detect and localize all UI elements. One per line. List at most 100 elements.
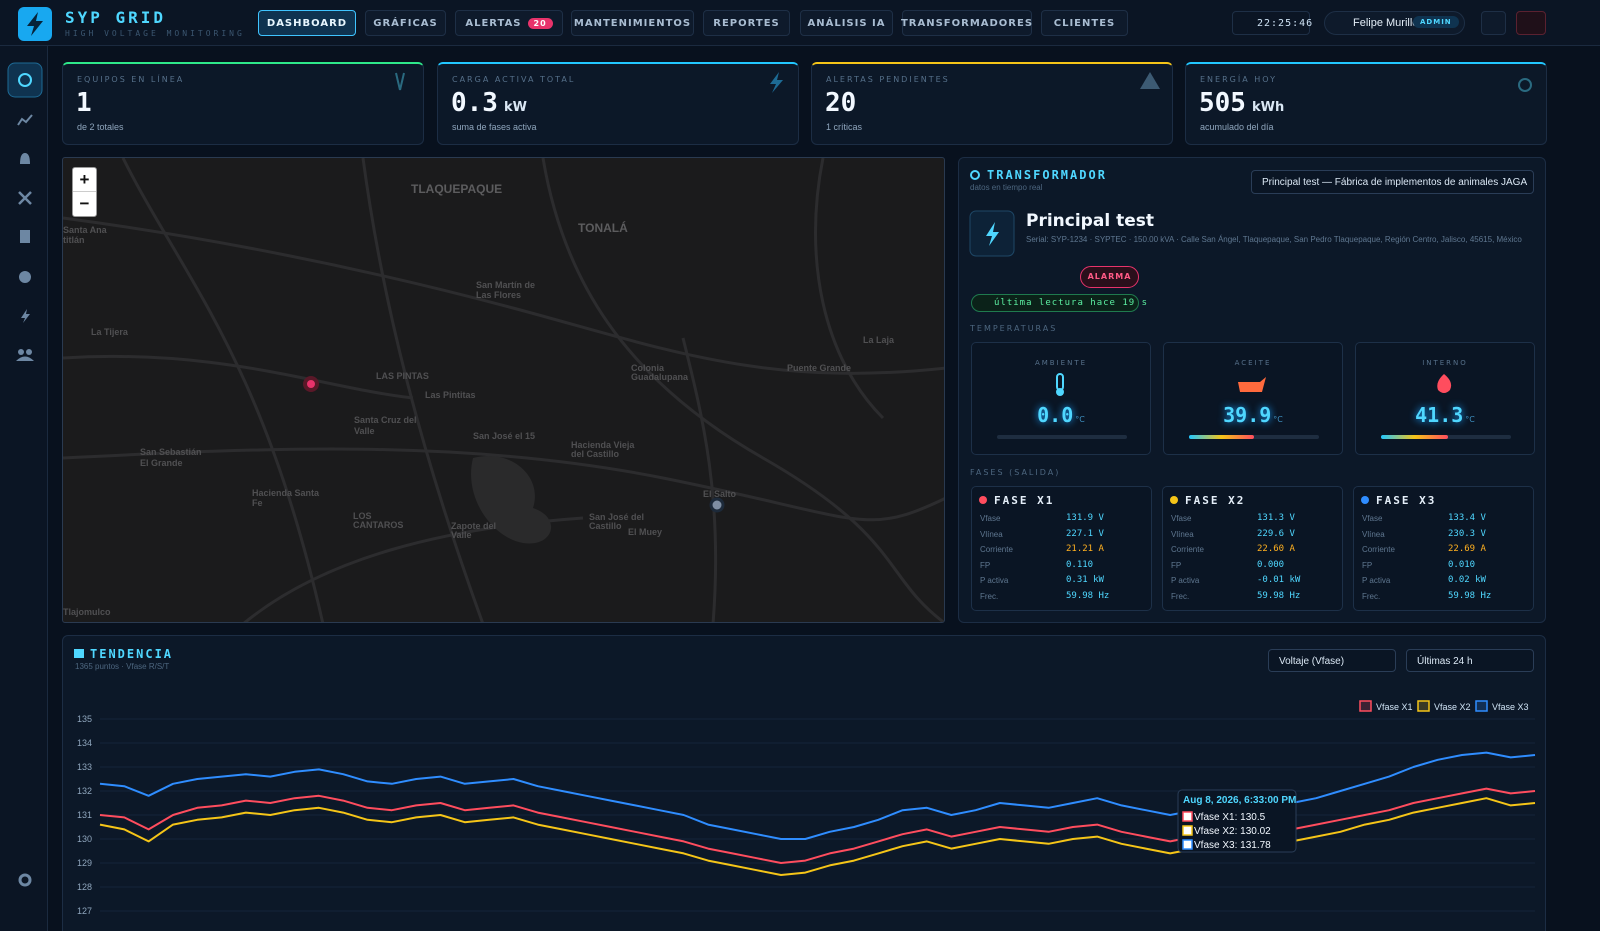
map-label: LAS PINTAS bbox=[376, 371, 429, 381]
phase-row-value: 131.9 V bbox=[1066, 513, 1104, 523]
y-tick-label: 129 bbox=[77, 858, 92, 868]
y-tick-label: 135 bbox=[77, 714, 92, 724]
tooltip-swatch bbox=[1182, 825, 1193, 836]
map-road bbox=[541, 158, 944, 622]
phase-row-value: 0.02 kW bbox=[1448, 575, 1486, 585]
phase-row-value: 227.1 V bbox=[1066, 528, 1104, 539]
phase-row-label: Corriente bbox=[1171, 545, 1204, 554]
map-label: San Martín de bbox=[476, 280, 535, 290]
kpi-card: ENERGÍA HOY 505 kWh acumulado del día bbox=[1185, 62, 1547, 145]
phase-card: FASE X1 Vfase 131.9 V Vlínea 227.1 V Corrient… bbox=[971, 486, 1152, 611]
nav-button[interactable]: REPORTES bbox=[703, 10, 790, 36]
zoom-out-button[interactable]: − bbox=[79, 194, 90, 213]
kpi-sub: suma de fases activa bbox=[452, 122, 537, 132]
temperature-label: INTERNO bbox=[1422, 359, 1468, 367]
transformer-panel: TRANSFORMADOR datos en tiempo real Princip… bbox=[958, 157, 1546, 623]
user-name: Felipe Murillo bbox=[1353, 17, 1419, 29]
last-reading: última lectura hace 19 s bbox=[971, 294, 1147, 312]
temperature-fill bbox=[1381, 435, 1449, 439]
temperature-unit: °C bbox=[1075, 415, 1085, 424]
map-label: LOS bbox=[353, 511, 372, 521]
map-label: TONALÁ bbox=[578, 220, 628, 235]
legend-label: Vfase X1 bbox=[1376, 702, 1413, 712]
phase-row-value: 0.000 bbox=[1257, 559, 1285, 570]
temperature-value: 41.3 bbox=[1415, 403, 1464, 427]
phase-card: FASE X2 Vfase 131.3 V Vlínea 229.6 V Corrient… bbox=[1162, 486, 1343, 611]
phase-row-label: P activa bbox=[1362, 576, 1391, 585]
temperature-track bbox=[1189, 435, 1319, 439]
map-label: La Laja bbox=[863, 335, 895, 345]
phase-row-value: 0.110 bbox=[1066, 559, 1094, 570]
map-label: Castillo bbox=[589, 521, 622, 531]
map-label: CANTAROS bbox=[353, 520, 403, 530]
phase-name: FASE X1 bbox=[994, 494, 1055, 507]
phase-row-label: FP bbox=[1362, 560, 1373, 570]
nav-button[interactable]: ANÁLISIS IA bbox=[800, 10, 893, 36]
map-label: Zapote del bbox=[451, 521, 496, 531]
phase-row-label: Vfase bbox=[1362, 514, 1383, 523]
trend-panel: TENDENCIA 1365 puntos · Vfase R/S/T Voltaj… bbox=[62, 635, 1546, 931]
y-tick-label: 134 bbox=[77, 738, 92, 748]
phase-name: FASE X3 bbox=[1376, 494, 1437, 507]
temperature-card: INTERNO 41.3 °C bbox=[1355, 342, 1535, 455]
map-label: San Sebastián bbox=[140, 447, 202, 457]
map-label: titlán bbox=[63, 235, 85, 245]
nav-button[interactable]: TRANSFORMADORES bbox=[901, 10, 1032, 36]
map-label: del Castillo bbox=[571, 449, 620, 459]
kpi-value-row: 0.3 kW bbox=[451, 88, 527, 118]
phase-row-value: -0.01 kW bbox=[1257, 575, 1301, 585]
nav-label: CLIENTES bbox=[1053, 17, 1116, 29]
temperature-label: ACEITE bbox=[1234, 359, 1272, 367]
kpi-card: ALERTAS PENDIENTES 20 1 críticas bbox=[811, 62, 1173, 145]
app-title: SYP GRID bbox=[65, 8, 167, 27]
nav-button[interactable]: MANTENIMIENTOS bbox=[571, 10, 694, 36]
phase-row-label: Vfase bbox=[980, 514, 1001, 523]
phase-row-label: Frec. bbox=[1171, 591, 1190, 601]
legend-swatch bbox=[1417, 700, 1430, 712]
kpi-label: ALERTAS PENDIENTES bbox=[826, 75, 950, 84]
map-label: Las Pintitas bbox=[425, 390, 476, 400]
panel-title: TRANSFORMADOR bbox=[987, 168, 1107, 182]
zoom-control: + − bbox=[72, 167, 97, 217]
user-box[interactable]: Felipe Murillo ADMIN bbox=[1324, 11, 1465, 35]
map-label: El Muey bbox=[628, 527, 662, 537]
kpi-sub: de 2 totales bbox=[77, 122, 124, 132]
map-label: Santa Ana bbox=[63, 225, 108, 235]
nav-badge: 20 bbox=[527, 17, 553, 29]
legend-swatch bbox=[1475, 700, 1488, 712]
phase-name: FASE X2 bbox=[1185, 494, 1246, 507]
phase-row-label: Corriente bbox=[1362, 545, 1395, 554]
phase-row-label: FP bbox=[1171, 560, 1182, 570]
phase-row-value: 59.98 Hz bbox=[1257, 590, 1301, 601]
nav-button[interactable]: CLIENTES bbox=[1041, 10, 1128, 36]
phase-row-value: 230.3 V bbox=[1448, 528, 1486, 539]
map-road bbox=[63, 354, 414, 400]
map-label: El Grande bbox=[140, 458, 183, 468]
range-select[interactable]: Últimas 24 h bbox=[1406, 649, 1534, 672]
phase-row-value: 0.010 bbox=[1448, 559, 1476, 570]
key-button[interactable] bbox=[1481, 11, 1506, 35]
nav-button[interactable]: ALERTAS 20 bbox=[455, 10, 563, 36]
kpi-value: 0.3 bbox=[451, 88, 498, 118]
map-road bbox=[681, 337, 718, 622]
kpi-label: EQUIPOS EN LÍNEA bbox=[77, 75, 185, 84]
tooltip-line: Vfase X3: 131.78 bbox=[1194, 840, 1271, 851]
y-tick-label: 131 bbox=[77, 810, 92, 820]
map-marker bbox=[709, 497, 725, 513]
map-marker-alarm bbox=[303, 376, 319, 392]
logout-button[interactable] bbox=[1516, 11, 1546, 35]
temperature-fill bbox=[1189, 435, 1254, 439]
metric-select[interactable]: Voltaje (Vfase) bbox=[1268, 649, 1396, 672]
map-road bbox=[63, 447, 944, 522]
phase-row-label: P activa bbox=[980, 576, 1009, 585]
nav-button[interactable]: GRÁFICAS bbox=[365, 10, 446, 36]
panel-subtitle: datos en tiempo real bbox=[970, 183, 1043, 192]
tooltip-line: Vfase X1: 130.5 bbox=[1194, 812, 1266, 823]
legend-label: Vfase X2 bbox=[1434, 702, 1471, 712]
nav-button[interactable]: DASHBOARD bbox=[258, 10, 356, 36]
transformer-select[interactable]: Principal test — Fábrica de implementos … bbox=[1251, 170, 1534, 194]
phase-row-value: 133.4 V bbox=[1448, 513, 1486, 523]
zoom-in-button[interactable]: + bbox=[73, 168, 96, 192]
